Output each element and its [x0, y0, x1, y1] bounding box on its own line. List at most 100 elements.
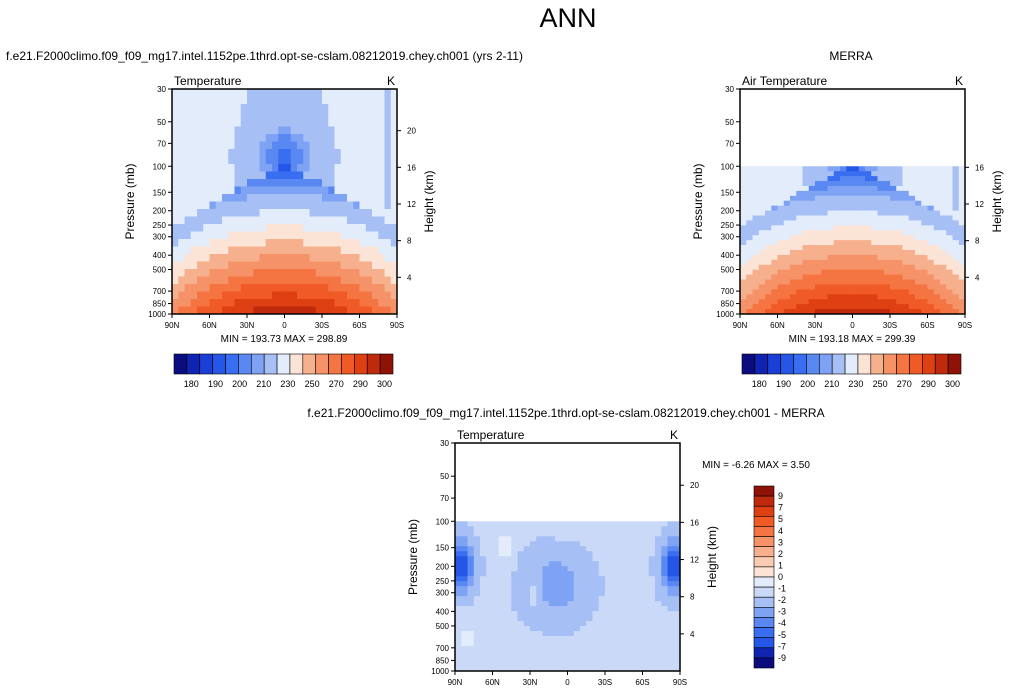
contour-cell [852, 299, 860, 305]
contour-cell [340, 194, 348, 202]
y-right-tick-label: 4 [690, 630, 695, 639]
contour-cell [542, 646, 550, 652]
contour-cell [215, 194, 223, 202]
contour-cell [611, 601, 618, 607]
colorbar-box [947, 353, 962, 375]
contour-cell [946, 304, 953, 310]
contour-cell [623, 576, 631, 582]
contour-cell [259, 111, 267, 120]
contour-cell [390, 239, 398, 247]
contour-cell [586, 526, 593, 532]
contour-cell [871, 294, 878, 300]
contour-cell [278, 291, 285, 300]
contour-cell [765, 259, 772, 266]
contour-cell [642, 551, 650, 557]
contour-cell [473, 566, 481, 572]
contour-cell [228, 201, 235, 210]
contour-cell [567, 521, 575, 527]
contour-cell [908, 245, 916, 251]
contour-cell [783, 195, 791, 202]
contour-cell [952, 269, 960, 275]
contour-cell [586, 626, 593, 632]
contour-cell [530, 591, 537, 597]
contour-cell [783, 259, 791, 266]
contour-cell [172, 261, 179, 270]
contour-cell [284, 171, 292, 180]
contour-cell [758, 205, 766, 211]
contour-cell [284, 96, 292, 105]
contour-cell [777, 249, 785, 256]
contour-cell [353, 126, 360, 135]
contour-cell [473, 546, 481, 552]
contour-cell [272, 231, 279, 240]
contour-cell [611, 611, 618, 617]
contour-cell [617, 571, 625, 577]
contour-cell [636, 621, 643, 627]
contour-cell [455, 596, 462, 602]
contour-cell [952, 171, 960, 177]
contour-cell [752, 220, 760, 226]
contour-cell [511, 626, 518, 632]
contour-cell [259, 194, 267, 202]
contour-cell [946, 210, 953, 216]
contour-cell [896, 289, 903, 295]
contour-cell [758, 215, 766, 221]
contour-cell [852, 176, 860, 182]
contour-cell [752, 284, 760, 290]
contour-cell [498, 611, 506, 617]
contour-cell [228, 164, 235, 172]
contour-cell [611, 561, 618, 567]
contour-cell [353, 104, 360, 112]
contour-cell [492, 606, 500, 612]
contour-cell [548, 596, 556, 602]
contour-cell [172, 149, 179, 157]
contour-cell [253, 276, 260, 285]
contour-cell [234, 194, 242, 202]
contour-cell [505, 656, 512, 662]
contour-cell [390, 254, 398, 262]
contour-cell [278, 179, 285, 187]
contour-cell [523, 556, 531, 562]
contour-cell [771, 181, 778, 187]
contour-cell [580, 611, 587, 617]
contour-cell [536, 626, 543, 632]
contour-cell [846, 195, 853, 202]
contour-cell [498, 616, 506, 622]
contour-cell [303, 126, 310, 135]
contour-cell [933, 294, 941, 300]
contour-cell [259, 224, 267, 232]
contour-cell [315, 209, 323, 217]
contour-cell [783, 279, 791, 285]
contour-cell [821, 240, 828, 246]
contour-cell [771, 249, 778, 256]
contour-cell [833, 294, 841, 300]
contour-cell [492, 561, 500, 567]
contour-cell [592, 621, 600, 627]
contour-cell [297, 291, 304, 300]
contour-cell [172, 126, 179, 135]
contour-cell [821, 176, 828, 182]
contour-cell [328, 306, 335, 315]
contour-cell [958, 264, 966, 271]
contour-cell [617, 626, 625, 632]
contour-cell [790, 181, 797, 187]
contour-cell [858, 309, 866, 315]
contour-cell [265, 96, 273, 105]
contour-cell [902, 269, 910, 275]
contour-cell [740, 294, 747, 300]
contour-cell [611, 541, 618, 547]
contour-cell [215, 299, 223, 307]
contour-cell [536, 556, 543, 562]
contour-cell [821, 289, 828, 295]
contour-cell [486, 606, 493, 612]
contour-cell [808, 284, 816, 290]
contour-cell [197, 104, 204, 112]
contour-cell [611, 606, 618, 612]
contour-cell [958, 176, 966, 182]
contour-cell [852, 190, 860, 197]
contour-cell [347, 179, 354, 187]
x-tick-label: 60N [202, 321, 217, 330]
contour-cell [958, 181, 966, 187]
contour-cell [378, 306, 385, 315]
contour-cell [247, 186, 254, 195]
